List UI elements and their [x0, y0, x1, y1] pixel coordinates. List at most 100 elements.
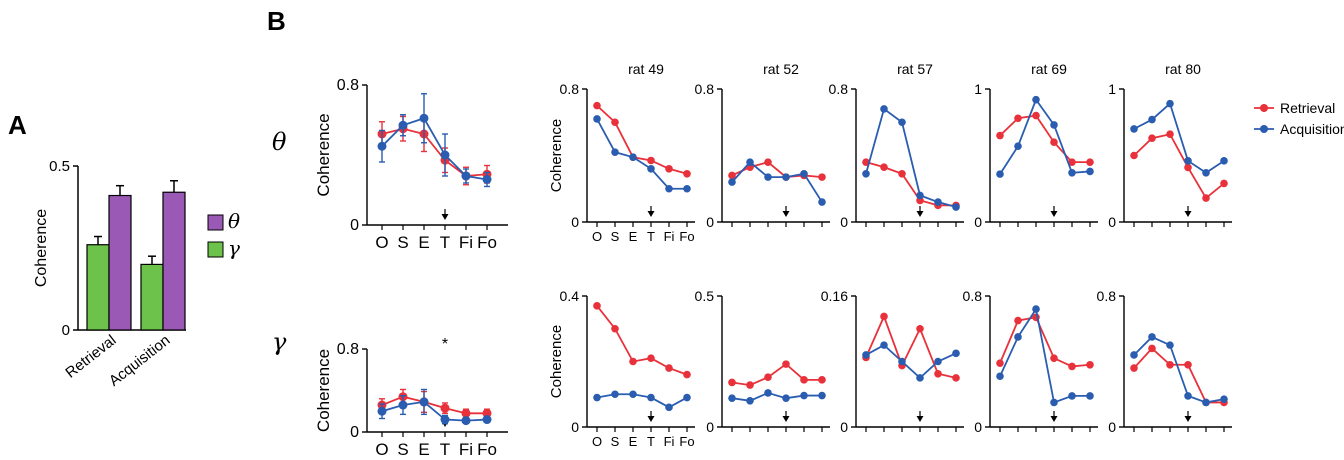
data-point	[764, 389, 772, 397]
data-point	[728, 178, 736, 186]
y-tick-label: 0	[571, 214, 579, 230]
legend-label: Retrieval	[1280, 100, 1335, 116]
data-point	[1014, 114, 1022, 123]
data-point	[782, 394, 790, 402]
data-point	[482, 408, 492, 418]
data-point	[1166, 99, 1174, 108]
x-tick-label: O	[592, 434, 602, 449]
x-tick-label: S	[611, 229, 620, 244]
chart-rat52-gamma: 00.5	[695, 288, 830, 435]
arrow-head	[916, 211, 924, 217]
data-point	[377, 141, 387, 151]
y-tick-label: 0.8	[337, 341, 359, 358]
y-tick-label: 0	[840, 419, 848, 435]
data-point	[782, 173, 790, 181]
arrow-head	[1184, 416, 1192, 422]
y-tick-label: 0.8	[695, 81, 715, 97]
data-point	[1220, 179, 1228, 188]
y-tick-label: 0.5	[695, 288, 715, 304]
arrow-head	[782, 211, 790, 217]
y-axis-label: Coherence	[548, 119, 565, 192]
data-point	[1130, 151, 1138, 160]
data-point	[898, 169, 906, 178]
legend-marker	[1260, 125, 1268, 133]
data-point	[1050, 398, 1058, 407]
data-point	[1184, 157, 1192, 165]
legend: Retrieval Acquisition	[1254, 100, 1344, 137]
data-point	[629, 153, 637, 161]
series-line-acquisition	[999, 306, 1090, 404]
x-tick-label: E	[629, 229, 638, 244]
data-point	[934, 357, 942, 366]
data-point	[461, 171, 471, 181]
data-point	[880, 163, 888, 171]
data-point	[683, 370, 691, 379]
data-point	[665, 403, 673, 412]
data-point	[611, 148, 619, 156]
y-tick-label: 0.8	[337, 77, 359, 94]
data-point	[611, 118, 619, 127]
y-axis-label: Coherence	[314, 349, 333, 432]
chart-mean-theta: 0 0.8 O S E T Fi Fo Coherence	[314, 77, 508, 252]
x-tick-label: E	[418, 233, 429, 252]
legend-marker	[1260, 104, 1268, 112]
chart-title: rat 49	[628, 61, 664, 77]
data-point	[1050, 354, 1058, 363]
data-point	[782, 360, 790, 368]
chart-title: rat 52	[763, 61, 799, 77]
data-point	[1086, 167, 1094, 176]
data-point	[683, 393, 691, 402]
data-point	[1050, 138, 1058, 146]
data-point	[800, 391, 808, 400]
data-point	[440, 150, 450, 160]
data-point	[482, 175, 492, 184]
chart-rat52-theta: 0 0.8 rat 52	[695, 61, 830, 230]
data-point	[1166, 341, 1174, 349]
data-point	[683, 169, 691, 178]
data-point	[1130, 351, 1138, 359]
chart-title: rat 80	[1165, 61, 1201, 77]
data-point	[1014, 142, 1022, 150]
arrow-head	[1184, 211, 1192, 217]
y-tick-label: 1	[1108, 81, 1116, 97]
data-point	[1184, 392, 1192, 400]
x-tick-label: Fi	[664, 229, 675, 244]
series-line-acquisition	[596, 393, 688, 409]
data-point	[952, 374, 960, 382]
significance-star: *	[442, 336, 448, 353]
data-point	[1086, 360, 1094, 369]
data-point	[593, 302, 601, 310]
y-tick-label: 0	[840, 214, 848, 230]
data-point	[1068, 392, 1076, 400]
x-tick-label: Fo	[679, 434, 694, 449]
data-point	[746, 158, 754, 166]
x-tick-label: Fi	[664, 434, 675, 449]
x-tick-label: S	[397, 233, 408, 252]
x-tick-label: Fi	[459, 440, 473, 459]
data-point	[1202, 194, 1210, 202]
data-point	[800, 376, 808, 384]
bar	[140, 263, 164, 331]
data-point	[764, 173, 772, 181]
series-line-retrieval	[1133, 347, 1224, 404]
y-tick-label: 0.8	[1097, 288, 1117, 304]
data-point	[746, 397, 754, 405]
data-point	[1148, 134, 1156, 143]
data-point	[1202, 398, 1210, 407]
y-tick-label: 1	[974, 81, 982, 97]
series-line-acquisition	[865, 344, 957, 380]
data-point	[880, 105, 888, 113]
series-line-acquisition	[1133, 102, 1225, 174]
data-point	[665, 184, 673, 193]
data-point	[880, 312, 888, 321]
arrow-head	[916, 416, 924, 422]
chart-rat69-gamma: 00.8	[963, 288, 1098, 435]
data-point	[916, 191, 924, 200]
data-point	[629, 357, 637, 366]
y-tick-label: 0	[706, 419, 714, 435]
data-point	[934, 198, 942, 206]
series-line-acquisition	[381, 117, 488, 181]
series-line-retrieval	[999, 114, 1090, 164]
panel-label-a: A	[8, 110, 27, 140]
